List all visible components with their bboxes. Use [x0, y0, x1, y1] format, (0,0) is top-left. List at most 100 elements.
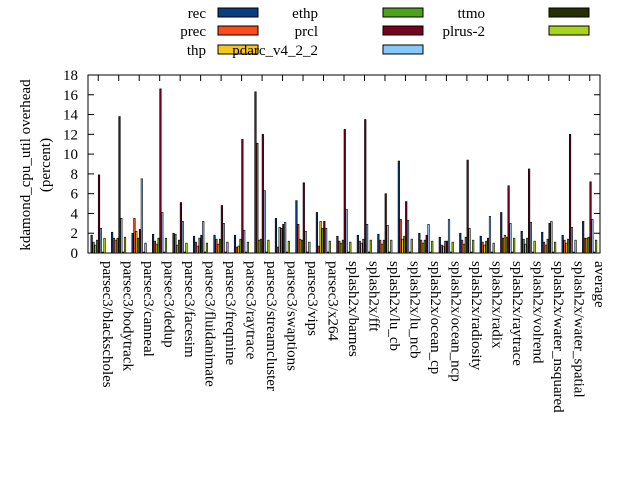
bar-prec	[399, 219, 402, 254]
x-tick-label: splash2x/water_nsquared	[550, 261, 566, 413]
bar-ethp	[546, 238, 549, 254]
bar-ttmo	[244, 251, 248, 254]
bar-ethp	[587, 236, 590, 254]
y-tick-label: 12	[63, 127, 78, 143]
bar-ttmo	[511, 251, 514, 254]
bar-prcl	[507, 185, 510, 254]
bar-pdarc_v4_2_2	[488, 216, 492, 254]
y-tick-label: 16	[63, 88, 79, 104]
x-tick-label: splash2x/radix	[488, 261, 504, 349]
bar-plrus-2	[492, 242, 495, 254]
bar-ethp	[567, 238, 570, 254]
bar-ethp	[116, 237, 119, 254]
bar-ttmo	[142, 251, 145, 254]
y-tick-label: 18	[63, 68, 78, 84]
legend-label: ttmo	[457, 6, 485, 22]
x-tick-label: parsec3/streamcluster	[263, 261, 279, 391]
bar-thp	[442, 245, 445, 254]
x-tick-label: splash2x/water_spatial	[570, 261, 586, 398]
legend-label: prec	[180, 24, 206, 40]
bar-rec	[418, 232, 421, 254]
bar-prcl	[138, 228, 142, 254]
bar-rec	[582, 221, 585, 254]
legend-label: plrus-2	[443, 24, 486, 40]
bar-prec	[481, 241, 484, 254]
bar-ethp	[259, 238, 263, 254]
bar-thp	[360, 242, 363, 254]
bar-pdarc_v4_2_2	[427, 224, 430, 254]
bar-pdarc_v4_2_2	[263, 190, 266, 254]
bar-pdarc_v4_2_2	[222, 223, 225, 254]
bar-prec	[276, 246, 279, 254]
bar-plrus-2	[410, 238, 413, 254]
bar-prcl	[548, 223, 551, 254]
bar-ttmo	[470, 251, 473, 254]
bar-thp	[565, 242, 568, 254]
bar-plrus-2	[574, 239, 577, 254]
bar-prec	[194, 241, 197, 254]
y-axis: 0 2 4 6 8 10 12 14 16 18	[63, 68, 600, 262]
bar-ethp	[96, 239, 99, 254]
bar-prec	[461, 239, 464, 254]
bar-prec	[256, 142, 259, 254]
y-tick-label: 6	[71, 187, 79, 203]
bar-ethp	[198, 237, 201, 254]
bar-ethp	[485, 240, 488, 254]
legend-label: prcl	[295, 24, 318, 40]
bar-plrus-2	[513, 237, 516, 254]
bar-plrus-2	[533, 240, 536, 254]
bar-prec	[420, 239, 423, 254]
legend-swatch	[217, 25, 259, 36]
bar-ttmo	[347, 251, 350, 254]
bar-plrus-2	[594, 239, 598, 254]
bar-rec	[152, 233, 155, 254]
bar-ttmo	[285, 251, 289, 254]
x-tick-label: splash2x/raytrace	[509, 261, 525, 366]
bar-prec	[379, 239, 382, 254]
bar-thp	[135, 230, 138, 254]
bar-plrus-2	[267, 239, 270, 254]
bar-ethp	[280, 227, 283, 254]
x-tick-label: splash2x/ocean_cp	[427, 261, 443, 374]
bar-ttmo	[326, 251, 330, 254]
bar-plrus-2	[554, 241, 557, 254]
bar-thp	[94, 244, 97, 254]
bar-ttmo	[306, 251, 309, 254]
bar-prec	[297, 224, 300, 254]
bar-plrus-2	[287, 240, 290, 254]
bar-rec	[520, 230, 523, 254]
bar-prcl	[487, 237, 490, 254]
bar-thp	[319, 221, 322, 254]
legend-label: rec	[188, 6, 207, 22]
bar-plrus-2	[328, 240, 331, 254]
legend-entry-prec: prec	[180, 24, 259, 40]
bar-pdarc_v4_2_2	[325, 227, 328, 254]
legend-swatch	[548, 25, 590, 36]
bar-pdarc_v4_2_2	[570, 226, 573, 254]
bar-pdarc_v4_2_2	[304, 230, 307, 254]
legend-entry-prcl: prcl	[295, 24, 424, 40]
bar-rec	[131, 232, 134, 254]
bar-ttmo	[204, 251, 207, 254]
legend-entry-ttmo: ttmo	[457, 6, 590, 22]
bar-ttmo	[388, 251, 391, 254]
bar-rec	[500, 212, 503, 254]
bar-rec	[172, 232, 175, 254]
bar-thp	[585, 237, 588, 254]
bar-prec	[92, 241, 95, 254]
x-tick-label: parsec3/freqmine	[222, 261, 238, 365]
bar-prcl	[282, 224, 285, 254]
bar-prcl	[364, 119, 367, 254]
bar-thp	[503, 234, 506, 254]
bar-ttmo	[408, 251, 411, 254]
x-tick-label: parsec3/x264	[325, 261, 341, 341]
bar-prcl	[200, 234, 203, 254]
bar-prcl	[446, 240, 449, 254]
bar-pdarc_v4_2_2	[202, 221, 205, 254]
x-tick-label: parsec3/bodytrack	[120, 261, 136, 371]
bar-plrus-2	[451, 241, 454, 254]
bar-rec	[111, 231, 114, 254]
bar-prcl	[220, 205, 223, 254]
y-tick-label: 4	[71, 206, 79, 222]
bar-ethp	[157, 237, 160, 254]
